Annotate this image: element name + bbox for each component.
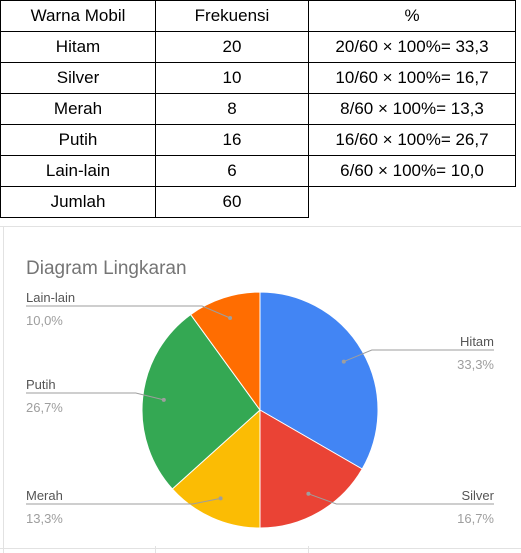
cell-percent[interactable]: 10/60 × 100%= 16,7 <box>308 62 516 94</box>
cell-frequency[interactable]: 10 <box>155 62 309 94</box>
frequency-table: Warna Mobil Frekuensi % Hitam 20 20/60 ×… <box>0 0 516 218</box>
pie-slice-merah[interactable] <box>171 408 261 529</box>
slice-label-percent: 26,7% <box>26 400 63 415</box>
pie-chart: Diagram Lingkaran Hitam 33,3% Silver 16,7% M… <box>26 258 495 529</box>
cell-empty[interactable] <box>309 187 516 218</box>
slice-label-name: Hitam <box>460 334 494 349</box>
slice-label-name: Lain-lain <box>26 290 75 305</box>
leader-line <box>26 392 164 401</box>
cell-frequency[interactable]: 20 <box>155 31 309 63</box>
pie-slice-putih[interactable] <box>141 313 261 490</box>
table-total-row: Jumlah 60 <box>0 186 516 218</box>
table-header-row: Warna Mobil Frekuensi % <box>0 0 516 32</box>
cell-frequency[interactable]: 16 <box>155 124 309 156</box>
slice-label-percent: 10,0% <box>26 313 63 328</box>
cell-percent[interactable]: 20/60 × 100%= 33,3 <box>308 31 516 63</box>
header-cell-warna[interactable]: Warna Mobil <box>0 0 156 32</box>
leader-dot <box>341 359 346 364</box>
table-row: Lain-lain 6 6/60 × 100%= 10,0 <box>0 155 516 187</box>
cell-total-label[interactable]: Jumlah <box>0 186 156 218</box>
cell-color[interactable]: Merah <box>0 93 156 125</box>
cell-color[interactable]: Putih <box>0 124 156 156</box>
leader-line <box>26 497 221 505</box>
header-cell-persen[interactable]: % <box>308 0 516 32</box>
cell-total-frequency[interactable]: 60 <box>155 186 309 218</box>
cell-color[interactable]: Silver <box>0 62 156 94</box>
table-row: Merah 8 8/60 × 100%= 13,3 <box>0 93 516 125</box>
slice-label-percent: 16,7% <box>457 511 494 526</box>
pie-slice-lain-lain[interactable] <box>189 291 261 412</box>
leader-lines <box>26 305 494 505</box>
leader-dot <box>306 491 311 496</box>
slice-label-name: Merah <box>26 488 63 503</box>
cell-percent[interactable]: 8/60 × 100%= 13,3 <box>308 93 516 125</box>
slice-label-percent: 33,3% <box>457 357 494 372</box>
cell-color[interactable]: Hitam <box>0 31 156 63</box>
table-row: Putih 16 16/60 × 100%= 26,7 <box>0 124 516 156</box>
cell-color[interactable]: Lain-lain <box>0 155 156 187</box>
pie-chart-container[interactable]: Diagram Lingkaran Hitam 33,3% Silver 16,7% M… <box>6 235 514 546</box>
cell-percent[interactable]: 16/60 × 100%= 26,7 <box>308 124 516 156</box>
cell-frequency[interactable]: 8 <box>155 93 309 125</box>
leader-line <box>26 305 231 319</box>
leader-line <box>308 493 494 505</box>
leader-dot <box>161 397 166 402</box>
cell-frequency[interactable]: 6 <box>155 155 309 187</box>
table-row: Hitam 20 20/60 × 100%= 33,3 <box>0 31 516 63</box>
slice-label-name: Silver <box>461 488 494 503</box>
header-cell-frekuensi[interactable]: Frekuensi <box>155 0 309 32</box>
slice-label-name: Putih <box>26 377 56 392</box>
leader-line <box>343 349 494 363</box>
slice-label-percent: 13,3% <box>26 511 63 526</box>
pie-slices <box>141 291 379 529</box>
chart-title: Diagram Lingkaran <box>26 258 187 279</box>
pie-slice-silver[interactable] <box>259 409 363 529</box>
cell-percent[interactable]: 6/60 × 100%= 10,0 <box>308 155 516 187</box>
pie-slice-hitam[interactable] <box>259 291 379 470</box>
leader-dot <box>228 316 233 320</box>
leader-dot <box>218 496 223 501</box>
slice-labels: Hitam 33,3% Silver 16,7% Merah 13,3% Putih 26,7… <box>26 290 495 526</box>
table-row: Silver 10 10/60 × 100%= 16,7 <box>0 62 516 94</box>
